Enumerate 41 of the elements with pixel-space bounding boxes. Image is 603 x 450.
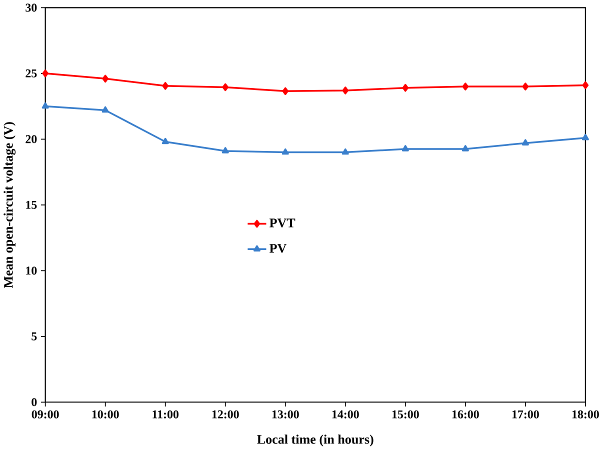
point	[342, 86, 349, 94]
point	[282, 87, 289, 96]
y-tick-label: 15	[26, 200, 37, 209]
x-tick-label: 17:00	[512, 410, 539, 418]
point	[402, 145, 409, 152]
x-tick-label: 14:00	[332, 410, 359, 418]
point	[162, 82, 169, 90]
point	[522, 139, 529, 146]
point	[102, 74, 108, 83]
point	[342, 148, 349, 155]
point	[462, 145, 469, 152]
x-tick-label: 09:00	[32, 410, 59, 418]
y-tick-label: 10	[26, 266, 37, 275]
point	[582, 81, 589, 90]
y-tick-label: 0	[32, 398, 37, 406]
point	[222, 147, 229, 154]
legend-label: PVT	[270, 218, 296, 228]
x-tick-label: 12:00	[212, 410, 239, 418]
point	[402, 84, 409, 92]
y-tick-label: 30	[26, 4, 37, 12]
x-tick-label: 15:00	[392, 410, 419, 418]
y-tick-label: 5	[32, 332, 37, 340]
point	[162, 138, 169, 144]
x-tick-label: 13:00	[272, 410, 299, 418]
point	[462, 82, 469, 90]
point	[222, 83, 229, 92]
x-axis-title: Local time (in hours)	[257, 434, 374, 446]
x-tick-label: 11:00	[152, 410, 179, 418]
x-tick-label: 16:00	[452, 410, 479, 418]
point	[282, 148, 289, 155]
y-tick-label: 20	[26, 135, 37, 144]
y-tick-label: 25	[26, 69, 37, 78]
point	[522, 82, 529, 90]
point	[582, 134, 589, 140]
point	[42, 69, 48, 78]
y-axis-title: Mean open-circuit voltage (V)	[4, 122, 16, 288]
x-tick-label: 10:00	[92, 410, 119, 418]
x-tick-label: 18:00	[572, 410, 599, 418]
legend-label: PV	[270, 244, 287, 253]
point	[42, 102, 49, 109]
point	[102, 106, 109, 113]
